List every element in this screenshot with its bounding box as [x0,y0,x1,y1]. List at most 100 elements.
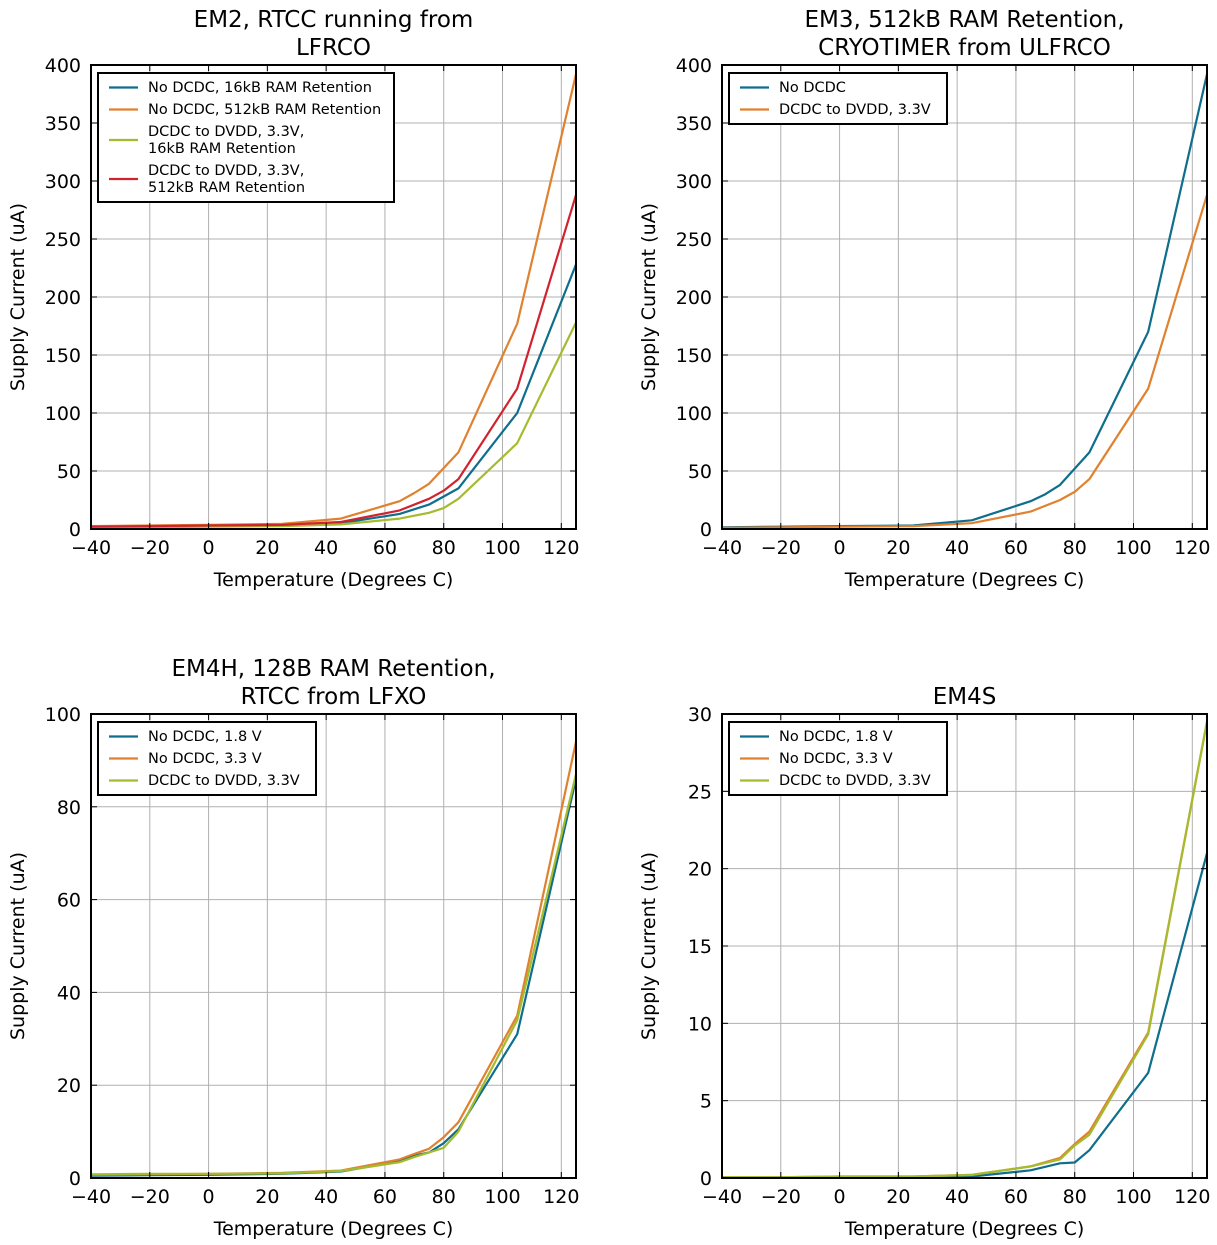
x-tick-label: −40 [702,1186,742,1208]
chart-3: EM4H, 128B RAM Retention,RTCC from LFXO −… [7,656,579,1240]
y-tick-label: 0 [69,1168,81,1190]
x-tick-label: −40 [71,537,111,559]
legend-box [97,72,395,203]
series-line-1 [90,264,578,529]
x-tick-label: 100 [484,1186,520,1208]
y-tick-label: 20 [57,1075,81,1097]
legend-box [728,72,948,125]
y-axis-label: Supply Current (uA) [638,203,660,391]
y-tick-label: 20 [688,859,712,881]
x-tick-label: 120 [1174,537,1210,559]
y-tick-label: 250 [676,229,712,251]
x-tick-label: 80 [1063,1186,1087,1208]
chart-title: CRYOTIMER from ULFRCO [818,35,1111,61]
chart-2: EM3, 512kB RAM Retention,CRYOTIMER from … [638,7,1210,591]
x-tick-label: 20 [255,1186,279,1208]
y-tick-label: 300 [45,171,81,193]
x-tick-label: 20 [886,1186,910,1208]
y-tick-label: 400 [45,55,81,77]
x-tick-label: 20 [255,537,279,559]
chart-title: EM4H, 128B RAM Retention, [171,656,495,682]
y-axis-label: Supply Current (uA) [7,852,29,1040]
y-tick-label: 350 [45,113,81,135]
x-tick-label: −20 [761,1186,801,1208]
y-tick-label: 80 [57,797,81,819]
x-tick-label: 120 [543,1186,579,1208]
legend: No DCDC DCDC to DVDD, 3.3V [728,72,948,125]
legend-label: DCDC to DVDD, 3.3V [779,773,931,789]
legend: No DCDC, 1.8 V No DCDC, 3.3 V DCDC to DVDD… [97,721,317,796]
series-line-2 [721,194,1209,529]
x-tick-label: −20 [130,1186,170,1208]
legend-label: No DCDC, 512kB RAM Retention [148,102,381,118]
y-axis-label: Supply Current (uA) [638,852,660,1040]
x-tick-label: 0 [834,537,846,559]
x-axis-label: Temperature (Degrees C) [213,569,454,591]
y-tick-label: 100 [676,403,712,425]
y-tick-label: 5 [700,1091,712,1113]
y-tick-label: 10 [688,1013,712,1035]
x-tick-label: 40 [314,1186,338,1208]
y-tick-label: 200 [676,287,712,309]
series-line-3 [90,774,578,1176]
legend-label: No DCDC, 3.3 V [779,751,893,767]
x-tick-label: −40 [71,1186,111,1208]
x-tick-label: 120 [543,537,579,559]
x-axis-label: Temperature (Degrees C) [844,569,1085,591]
legend-label: No DCDC, 3.3 V [148,751,262,767]
legend-label: 512kB RAM Retention [148,180,305,196]
chart-title: LFRCO [296,35,371,61]
series-line-4 [90,194,578,528]
y-tick-label: 400 [676,55,712,77]
y-tick-label: 150 [676,345,712,367]
series-line-3 [722,721,1209,1179]
series-line-3 [90,322,577,529]
x-tick-label: 60 [1004,1186,1028,1208]
x-tick-label: 40 [314,537,338,559]
plot-frame [90,713,577,1179]
legend-label: DCDC to DVDD, 3.3V [148,773,300,789]
legend-label: No DCDC, 16kB RAM Retention [148,80,372,96]
y-tick-label: 0 [69,519,81,541]
series-line-1 [90,778,578,1177]
x-tick-label: 100 [1115,537,1151,559]
y-tick-label: 300 [676,171,712,193]
legend-label: No DCDC, 1.8 V [148,729,262,745]
series-line-1 [721,74,1209,529]
legend-label: No DCDC [779,80,846,96]
chart-title: EM4S [933,684,997,710]
y-tick-label: 100 [45,704,81,726]
chart-title: RTCC from LFXO [241,684,427,710]
x-tick-label: 80 [432,537,456,559]
y-tick-label: 50 [688,461,712,483]
y-tick-label: 40 [57,982,81,1004]
legend: No DCDC, 1.8 V No DCDC, 3.3 V DCDC to DVDD… [728,721,948,796]
legend-label: No DCDC, 1.8 V [779,729,893,745]
chart-title: EM3, 512kB RAM Retention, [804,7,1124,33]
y-tick-label: 100 [45,403,81,425]
x-tick-label: 0 [203,1186,215,1208]
x-tick-label: 40 [945,1186,969,1208]
y-tick-label: 60 [57,890,81,912]
legend-label: 16kB RAM Retention [148,141,296,157]
x-tick-label: −20 [130,537,170,559]
chart-4: EM4S −40 −20 0 20 40 60 80 100 120 0 5 10 15 20 25 30 Tem… [638,684,1210,1240]
legend-label: DCDC to DVDD, 3.3V, [148,124,304,140]
y-tick-label: 250 [45,229,81,251]
x-tick-label: 80 [432,1186,456,1208]
y-tick-label: 30 [688,704,712,726]
y-tick-label: 50 [57,461,81,483]
x-axis-label: Temperature (Degrees C) [844,1218,1085,1240]
x-tick-label: 100 [1115,1186,1151,1208]
x-tick-label: 80 [1063,537,1087,559]
y-tick-label: 350 [676,113,712,135]
y-tick-label: 0 [700,519,712,541]
x-tick-label: 120 [1174,1186,1210,1208]
y-tick-label: 15 [688,936,712,958]
x-tick-label: −20 [761,537,801,559]
x-tick-label: 20 [886,537,910,559]
y-tick-label: 200 [45,287,81,309]
y-tick-label: 0 [700,1168,712,1190]
